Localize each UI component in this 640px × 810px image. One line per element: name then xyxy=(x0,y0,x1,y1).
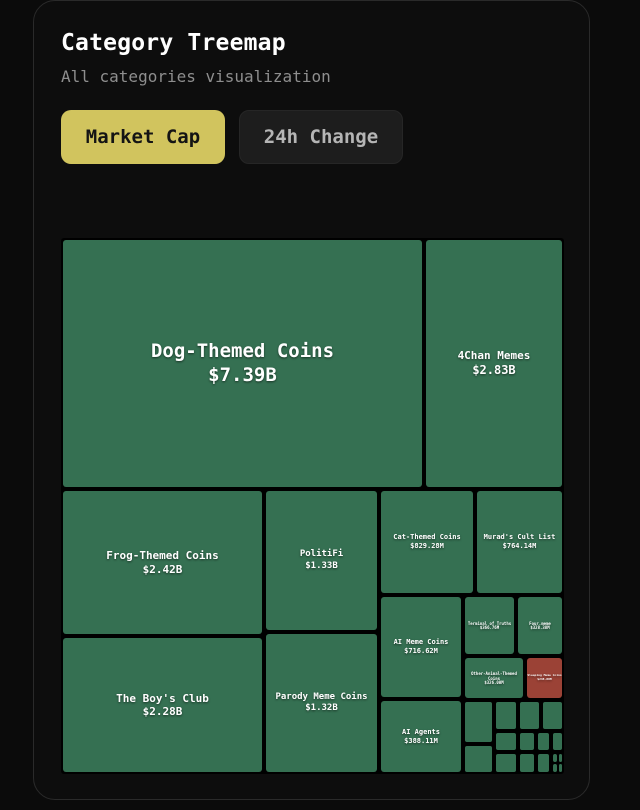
tile-value: $248.00M xyxy=(537,677,552,682)
treemap-tile-small[interactable] xyxy=(465,702,492,742)
tile-name: Murad's Cult List xyxy=(483,533,556,542)
change-24h-button[interactable]: 24h Change xyxy=(239,110,403,164)
treemap-tile[interactable]: The Boy's Club $2.28B xyxy=(63,638,262,772)
tile-value: $7.39B xyxy=(208,363,277,386)
treemap-tile[interactable]: 4Chan Memes $2.83B xyxy=(426,240,562,487)
tile-name: Terminal of Truths xyxy=(467,620,512,626)
tile-value: $1.32B xyxy=(305,703,338,714)
tile-name: Four.meme xyxy=(529,620,551,626)
treemap-tile-small[interactable] xyxy=(520,702,539,729)
treemap-tile[interactable]: AI Meme Coins $716.62M xyxy=(381,597,461,697)
treemap-tile[interactable]: Murad's Cult List $764.14M xyxy=(477,491,562,593)
tile-name: Cat-Themed Coins xyxy=(393,533,461,542)
treemap-tile-small[interactable] xyxy=(538,733,549,750)
tile-name: Dog-Themed Coins xyxy=(150,340,335,363)
tile-value: $388.11M xyxy=(404,736,438,745)
treemap-tile[interactable]: Other-Animal-Themed Coins $326.00M xyxy=(465,658,523,698)
treemap-tile[interactable]: Four.meme $328.38M xyxy=(518,597,562,654)
tile-value: $829.28M xyxy=(410,542,444,551)
tile-value: $366.76M xyxy=(479,624,500,630)
tile-name: Sleeping Meme Coins xyxy=(527,673,562,678)
tile-name: 4Chan Memes xyxy=(457,349,531,363)
tile-value: $2.28B xyxy=(142,705,183,719)
treemap-tile-small[interactable] xyxy=(520,733,534,750)
treemap-tile-small[interactable] xyxy=(496,702,516,729)
treemap-tile[interactable]: Frog-Themed Coins $2.42B xyxy=(63,491,262,634)
treemap-tile[interactable]: AI Agents $388.11M xyxy=(381,701,461,772)
tile-value: $2.42B xyxy=(142,562,183,576)
treemap-tile-small[interactable] xyxy=(538,754,549,772)
treemap-tile[interactable]: Parody Meme Coins $1.32B xyxy=(266,634,377,772)
treemap-chart: Dog-Themed Coins $7.39B 4Chan Memes $2.83B F… xyxy=(61,238,564,774)
tile-name: AI Agents xyxy=(402,727,440,736)
market-cap-button[interactable]: Market Cap xyxy=(61,110,225,164)
tile-value: $1.33B xyxy=(305,560,338,571)
treemap-tile-small[interactable] xyxy=(553,764,557,772)
tile-name: Parody Meme Coins xyxy=(275,691,368,702)
treemap-tile[interactable]: Cat-Themed Coins $829.28M xyxy=(381,491,473,593)
tile-value: $328.38M xyxy=(530,624,550,630)
tile-name: Frog-Themed Coins xyxy=(106,549,219,563)
treemap-tile-small[interactable] xyxy=(559,764,562,772)
treemap-tile-small[interactable] xyxy=(520,754,534,772)
treemap-tile-small[interactable] xyxy=(543,702,562,729)
tile-value: $326.00M xyxy=(484,679,504,685)
treemap-tile-small[interactable] xyxy=(496,754,516,772)
page-title: Category Treemap xyxy=(61,30,286,56)
tile-name: PolitiFi xyxy=(299,549,344,560)
treemap-tile[interactable]: Sleeping Meme Coins $248.00M xyxy=(527,658,562,698)
tile-value: $2.83B xyxy=(472,363,516,378)
tile-name: Other-Animal-Themed Coins xyxy=(471,670,517,681)
tile-name: AI Meme Coins xyxy=(393,638,449,647)
page-subtitle: All categories visualization xyxy=(61,67,331,86)
treemap-tile[interactable]: Terminal of Truths $366.76M xyxy=(465,597,514,654)
tile-value: $764.14M xyxy=(502,542,537,551)
treemap-tile-small[interactable] xyxy=(559,754,562,762)
treemap-tile-small[interactable] xyxy=(496,733,516,750)
tile-value: $716.62M xyxy=(404,647,438,656)
treemap-tile-small[interactable] xyxy=(553,733,562,750)
treemap-tile-small[interactable] xyxy=(553,754,557,762)
treemap-tile[interactable]: PolitiFi $1.33B xyxy=(266,491,377,630)
treemap-tile-small[interactable] xyxy=(465,746,492,772)
tile-name: The Boy's Club xyxy=(116,691,209,705)
treemap-tile[interactable]: Dog-Themed Coins $7.39B xyxy=(63,240,422,487)
